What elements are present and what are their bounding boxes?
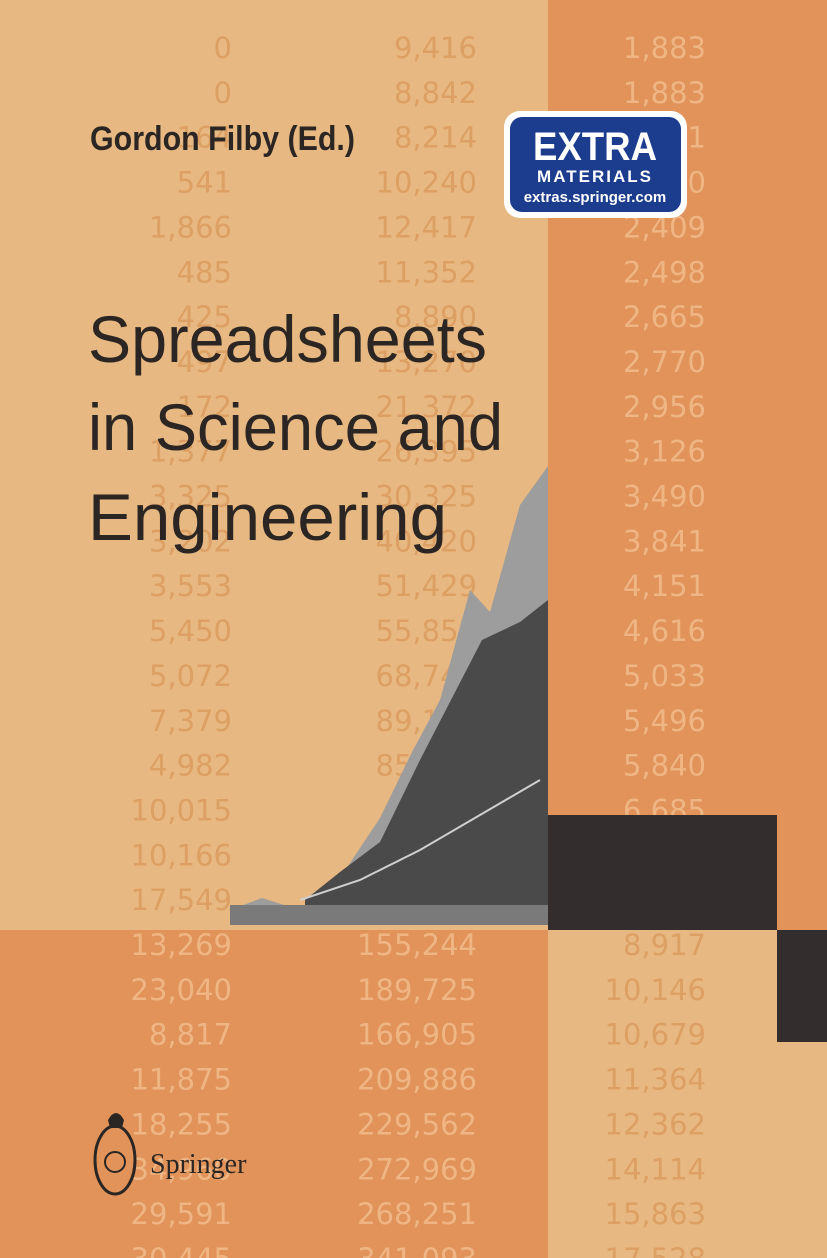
background-number: 5,496 bbox=[623, 704, 706, 738]
background-number: 3,325 bbox=[149, 480, 232, 514]
background-number: 9,416 bbox=[394, 31, 477, 65]
background-number: 26,395 bbox=[376, 435, 477, 469]
background-number: 17,549 bbox=[131, 883, 232, 917]
background-number: 2,770 bbox=[623, 345, 706, 379]
background-number: 18,255 bbox=[131, 1107, 232, 1141]
background-number: 3,553 bbox=[149, 569, 232, 603]
background-number: 0 bbox=[214, 76, 232, 110]
background-number: 11,352 bbox=[376, 255, 477, 289]
background-number: 2,665 bbox=[623, 300, 706, 334]
background-number: 8,214 bbox=[394, 121, 477, 155]
background-number: 34,960 bbox=[131, 1152, 232, 1186]
title-line: in Science and bbox=[88, 390, 503, 464]
background-number: 12,362 bbox=[605, 1107, 706, 1141]
background-number: 172 bbox=[177, 390, 232, 424]
badge-url: extras.springer.com bbox=[524, 189, 667, 206]
background-number: 1,883 bbox=[623, 76, 706, 110]
background-number: 5,840 bbox=[623, 749, 706, 783]
background-number: 5,450 bbox=[149, 614, 232, 648]
background-number: 12,417 bbox=[376, 210, 477, 244]
background-number: 30,445 bbox=[131, 1242, 232, 1258]
background-number: 29,591 bbox=[131, 1197, 232, 1231]
background-number: 229,562 bbox=[357, 1107, 477, 1141]
background-number: 8,917 bbox=[623, 928, 706, 962]
background-number: 1,866 bbox=[149, 210, 232, 244]
background-number: 5,033 bbox=[623, 659, 706, 693]
background-number: 4,151 bbox=[623, 569, 706, 603]
area-chart-graphic bbox=[230, 466, 548, 925]
background-number: 3,490 bbox=[623, 480, 706, 514]
logo-knight bbox=[108, 1113, 124, 1128]
background-number: 13,270 bbox=[376, 345, 477, 379]
background-number: 497 bbox=[177, 345, 232, 379]
background-number: 2,498 bbox=[623, 255, 706, 289]
badge-line1: EXTRA bbox=[533, 125, 657, 169]
background-number: 10,679 bbox=[605, 1018, 706, 1052]
panel-orange-bottom bbox=[0, 930, 548, 1258]
background-number: 15,863 bbox=[605, 1197, 706, 1231]
background-number: 8,842 bbox=[394, 76, 477, 110]
background-number: 10,240 bbox=[376, 166, 477, 200]
background-number: 0 bbox=[214, 31, 232, 65]
background-number: 11,875 bbox=[131, 1063, 232, 1097]
background-number: 40,420 bbox=[376, 524, 477, 558]
background-number: 10,166 bbox=[131, 838, 232, 872]
background-number: 13,269 bbox=[131, 928, 232, 962]
background-number: 21,372 bbox=[376, 390, 477, 424]
background-number: 10,146 bbox=[605, 973, 706, 1007]
background-number: 4,982 bbox=[149, 749, 232, 783]
chart-base bbox=[230, 905, 548, 925]
background-number: 425 bbox=[177, 300, 232, 334]
background-number: 10,015 bbox=[131, 793, 232, 827]
background-number: 1,377 bbox=[149, 435, 232, 469]
background-number: 11,364 bbox=[605, 1063, 706, 1097]
background-number: 485 bbox=[177, 255, 232, 289]
background-number: 5,072 bbox=[149, 659, 232, 693]
background-number: 1,883 bbox=[623, 31, 706, 65]
background-number: 23,040 bbox=[131, 973, 232, 1007]
background-number: 51,429 bbox=[376, 569, 477, 603]
logo-emblem bbox=[104, 1151, 126, 1173]
background-number: 209,886 bbox=[357, 1063, 477, 1097]
background-number: 268,251 bbox=[357, 1197, 477, 1231]
background-number: 272,969 bbox=[357, 1152, 477, 1186]
author: Gordon Filby (Ed.) bbox=[90, 120, 355, 158]
background-number: 3,126 bbox=[623, 435, 706, 469]
title-line: Engineering bbox=[88, 480, 447, 554]
block bbox=[777, 930, 827, 1042]
badge-bg bbox=[510, 117, 681, 212]
publisher: Springer bbox=[150, 1149, 247, 1180]
background-number: 189,725 bbox=[357, 973, 477, 1007]
background-number: 541 bbox=[177, 166, 232, 200]
extra-badge: EXTRA MATERIALS extras.springer.com bbox=[504, 111, 687, 218]
background-number: 3,841 bbox=[623, 524, 706, 558]
background-number: 164 bbox=[177, 121, 232, 155]
chart-line bbox=[299, 779, 541, 901]
number-grid: 09,4161,88308,8421,8831648,2142,08154110… bbox=[131, 31, 706, 1258]
background-number: 14,114 bbox=[605, 1152, 706, 1186]
background-number: 17,528 bbox=[605, 1242, 706, 1258]
background-number: 2,956 bbox=[623, 390, 706, 424]
background-number: 341,093 bbox=[357, 1242, 477, 1258]
background-number: 166,905 bbox=[357, 1018, 477, 1052]
background-number: 30,325 bbox=[376, 480, 477, 514]
badge-line2: MATERIALS bbox=[537, 167, 653, 186]
chart-front bbox=[305, 600, 548, 925]
background-number: 3,202 bbox=[149, 524, 232, 558]
background-number: 4,616 bbox=[623, 614, 706, 648]
publisher-logo: Springer bbox=[93, 1113, 247, 1196]
background-number: 8,817 bbox=[149, 1018, 232, 1052]
background-number: 8,890 bbox=[394, 300, 477, 334]
background-number: 7,379 bbox=[149, 704, 232, 738]
background-number: 155,244 bbox=[357, 928, 477, 962]
title-line: Spreadsheets bbox=[88, 302, 487, 376]
block bbox=[548, 815, 777, 930]
